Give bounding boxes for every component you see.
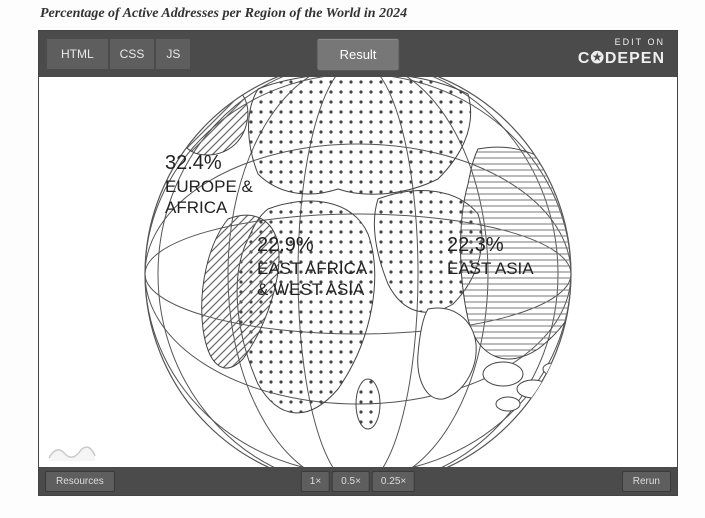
region-name: EUROPE & xyxy=(165,176,253,197)
region-pct: 22.9% xyxy=(257,233,367,258)
edit-on-label: EDIT ON xyxy=(578,37,665,47)
region-label: 22.3%EAST ASIA xyxy=(447,233,534,279)
region-pct: 22.3% xyxy=(447,233,534,258)
region-pct: 32.4% xyxy=(165,151,253,176)
rerun-button[interactable]: Rerun xyxy=(622,471,671,492)
zoom-1x-button[interactable]: 1× xyxy=(301,471,330,492)
zoom-controls: 1× 0.5× 0.25× xyxy=(301,471,415,492)
zoom-05x-button[interactable]: 0.5× xyxy=(332,471,370,492)
region-name: EAST AFRICA xyxy=(257,258,367,279)
tab-js[interactable]: JS xyxy=(156,39,190,69)
tab-html[interactable]: HTML xyxy=(47,39,108,69)
codepen-logo: C✪DEPEN xyxy=(578,50,665,67)
region-europe xyxy=(249,77,471,194)
edit-on-codepen-link[interactable]: EDIT ON C✪DEPEN xyxy=(578,37,665,68)
codepen-embed: HTML CSS JS Result EDIT ON C✪DEPEN xyxy=(38,30,678,496)
amcharts-watermark-icon xyxy=(47,442,97,462)
region-australia xyxy=(520,406,599,467)
tab-result[interactable]: Result xyxy=(317,38,400,71)
resources-button[interactable]: Resources xyxy=(45,471,115,492)
figure-caption: Percentage of Active Addresses per Regio… xyxy=(0,0,705,30)
region-madagascar xyxy=(356,379,380,429)
tab-css[interactable]: CSS xyxy=(110,39,155,69)
editor-tabs: HTML CSS JS xyxy=(47,39,190,69)
region-name: & WEST ASIA xyxy=(257,279,367,300)
codepen-topbar: HTML CSS JS Result EDIT ON C✪DEPEN xyxy=(39,31,677,77)
codepen-bottombar: Resources 1× 0.5× 0.25× Rerun xyxy=(39,467,677,495)
zoom-025x-button[interactable]: 0.25× xyxy=(372,471,415,492)
region-label: 32.4%EUROPE &AFRICA xyxy=(165,151,253,219)
region-name: EAST ASIA xyxy=(447,258,534,279)
result-canvas: 32.4%EUROPE &AFRICA22.9%EAST AFRICA& WES… xyxy=(39,77,677,467)
region-label: 22.9%EAST AFRICA& WEST ASIA xyxy=(257,233,367,301)
region-name: AFRICA xyxy=(165,197,253,218)
